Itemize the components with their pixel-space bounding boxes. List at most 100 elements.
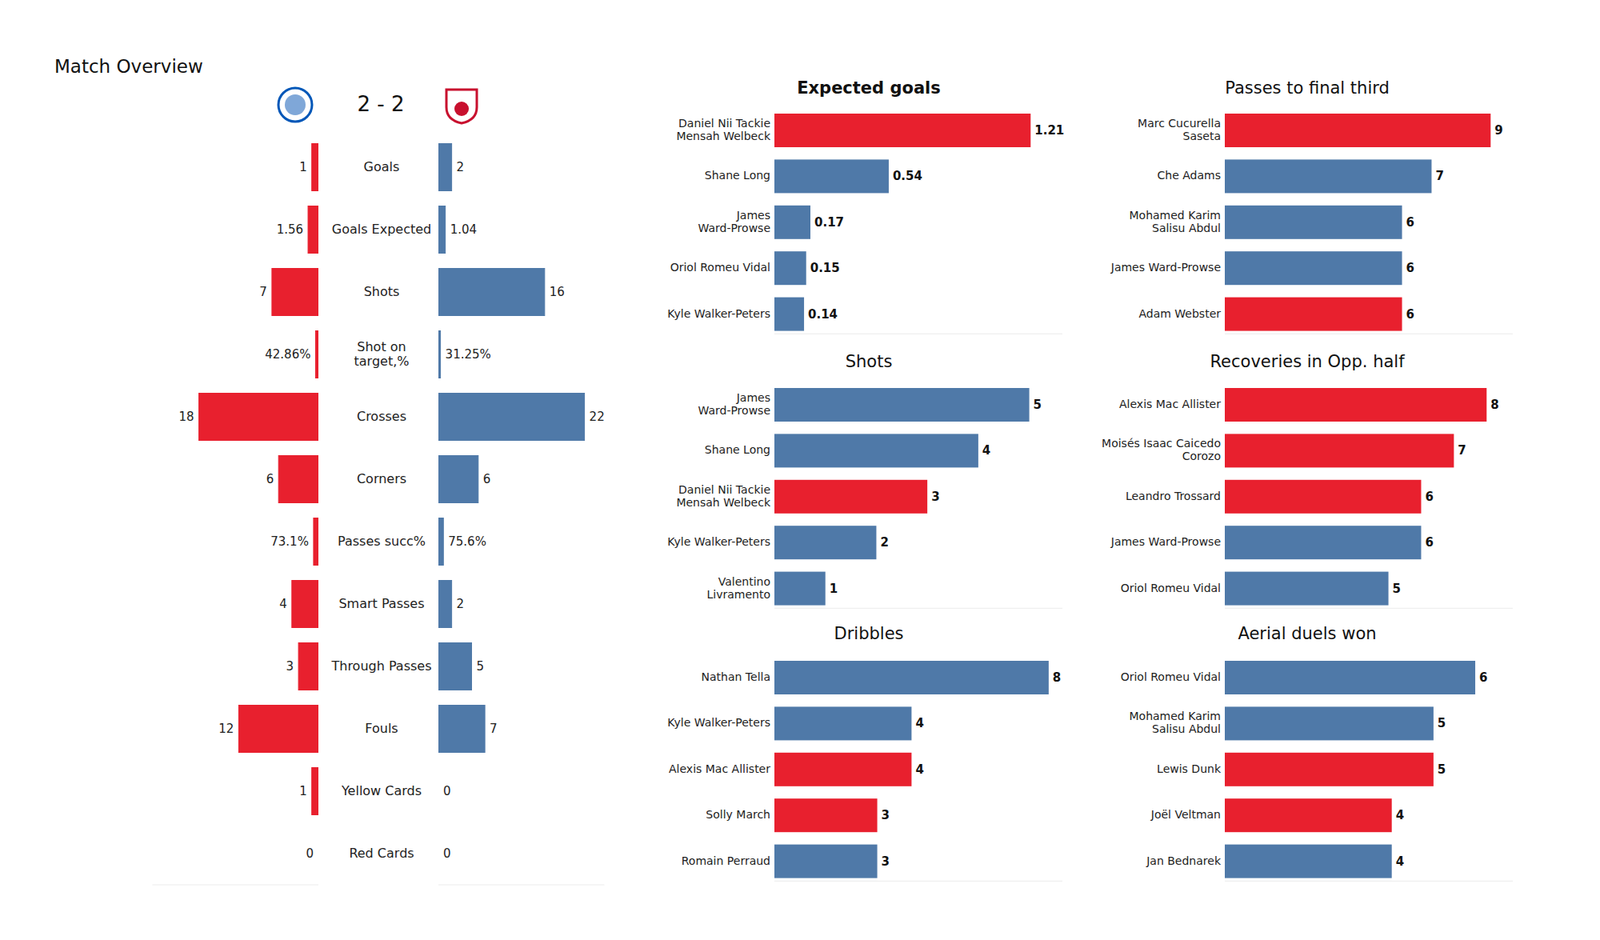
bars (774, 660, 1049, 879)
text-line: Corners (356, 471, 407, 487)
text-line: Oriol Romeu Vidal (1120, 670, 1221, 684)
data-label: 5 (1392, 580, 1401, 596)
text-line: Lewis Dunk (1156, 762, 1222, 776)
text-line: 2 - 2 (357, 92, 405, 116)
text-line: 5 (1392, 580, 1401, 596)
data-label: 75.6% (448, 534, 487, 549)
category-label: Shane Long (704, 168, 771, 182)
text-line: Through Passes (330, 658, 432, 674)
category-label: Jan Bednarek (1145, 854, 1222, 868)
data-label: 4 (1396, 808, 1404, 823)
text-line: 7 (259, 284, 268, 300)
category-label: Daniel Nii TackieMensah Welbeck (676, 483, 771, 509)
text-line: Salisu Abdul (1152, 221, 1221, 235)
category-label: Yellow Cards (340, 783, 422, 799)
text-line: 1.21 (1034, 123, 1064, 138)
text-line: 4 (1396, 853, 1404, 868)
axis-line (774, 608, 1063, 609)
category-label: Alexis Mac Allister (1119, 397, 1221, 411)
bar (438, 331, 441, 379)
text-line: 3 (931, 488, 940, 504)
data-label: 8 (1052, 670, 1061, 685)
bar (438, 268, 545, 316)
text-line: Fouls (364, 720, 398, 736)
text-line: 4 (982, 443, 991, 458)
category-label: Smart Passes (338, 596, 424, 612)
text-line: 7 (1457, 443, 1466, 458)
category-label: Goals Expected (332, 221, 432, 237)
data-label: 5 (476, 659, 485, 674)
chart-title: Shots (845, 352, 893, 372)
data-label: 1.56 (276, 222, 304, 237)
data-label: 1 (299, 160, 308, 175)
text-line: Crosses (356, 408, 407, 424)
category-label: James Ward-Prowse (1110, 535, 1221, 548)
text-line: 5 (1437, 761, 1446, 776)
bar (1224, 844, 1392, 879)
axis-line (1224, 333, 1513, 335)
bars (1224, 660, 1476, 879)
text-line: Expected goals (796, 78, 941, 98)
bar (1224, 159, 1432, 193)
bar (774, 297, 804, 332)
category-label: Shot ontarget,% (354, 338, 410, 368)
category-label: James Ward-Prowse (1110, 260, 1221, 274)
data-label: 6 (1406, 214, 1415, 229)
category-label: Joël Veltman (1150, 808, 1221, 821)
text-line: Mohamed Karim (1129, 709, 1221, 723)
badge-ring (278, 88, 312, 122)
category-label: Passes succ% (337, 533, 426, 549)
category-label: Fouls (364, 720, 398, 736)
text-line: Aerial duels won (1237, 624, 1376, 644)
text-line: 42.86% (264, 347, 311, 362)
bar (774, 388, 1030, 422)
data-label: 6 (483, 472, 492, 487)
text-line: 6 (1406, 214, 1415, 229)
category-label: Crosses (356, 408, 407, 424)
text-line: Kyle Walker-Peters (667, 535, 771, 548)
title: Match Overview (54, 56, 204, 77)
category-label: Daniel Nii TackieMensah Welbeck (676, 116, 771, 143)
bar (438, 144, 452, 192)
category-label: Marc CucurellaSaseta (1137, 116, 1221, 143)
bar (1224, 525, 1421, 560)
data-label: 7 (489, 721, 498, 736)
data-label: 5 (1437, 761, 1446, 776)
bar (438, 456, 479, 504)
category-label: Goals (364, 159, 400, 175)
chart-title: Passes to final third (1224, 78, 1390, 98)
data-label: 4 (915, 761, 924, 776)
data-label: 0 (443, 846, 452, 861)
text-line: 6 (1424, 488, 1433, 504)
bar (774, 798, 878, 832)
bar (318, 830, 320, 878)
text-line: James (736, 391, 771, 404)
text-line: 75.6% (448, 534, 487, 549)
text-line: 1.04 (450, 222, 477, 237)
badge-core (284, 94, 306, 116)
text-line: 4 (915, 761, 924, 776)
text-line: 0.15 (810, 260, 840, 276)
text-line: 4 (915, 716, 924, 731)
data-label: 0.17 (814, 214, 844, 229)
text-line: Oriol Romeu Vidal (670, 260, 771, 274)
text-line: Che Adams (1157, 168, 1221, 182)
axis-line (774, 333, 1063, 335)
data-label: 2 (456, 160, 465, 175)
bar (312, 144, 319, 192)
text-line: Jan Bednarek (1145, 854, 1222, 868)
data-label: 3 (881, 853, 890, 868)
data-label: 4 (279, 596, 288, 612)
text-line: 1.56 (276, 222, 304, 237)
text-line: 9 (1494, 123, 1503, 138)
data-label: 6 (1424, 488, 1433, 504)
bar (774, 113, 1031, 148)
text-line: 2 (880, 535, 888, 550)
text-line: 3 (881, 808, 890, 823)
category-label: Kyle Walker-Peters (667, 716, 771, 729)
text-line: Smart Passes (338, 596, 424, 612)
bar (774, 660, 1049, 695)
text-line: Moisés Isaac Caicedo (1101, 436, 1221, 450)
bar (774, 572, 826, 606)
data-label: 4 (982, 443, 991, 458)
